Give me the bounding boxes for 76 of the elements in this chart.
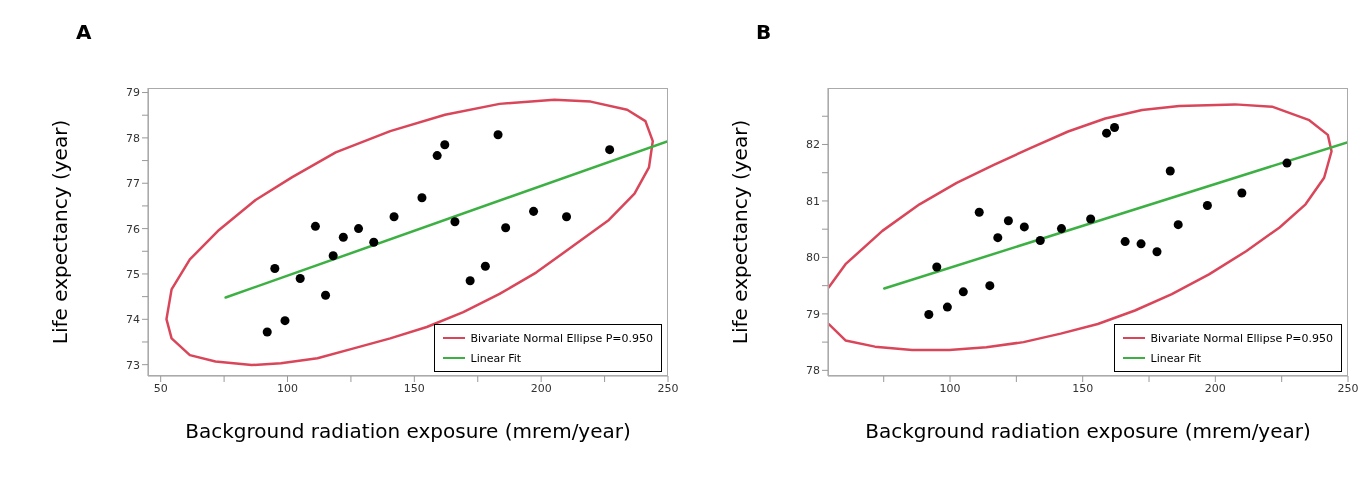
legend-label: Bivariate Normal Ellipse P=0.950 [1150, 331, 1333, 345]
y-tick-label: 78 [126, 131, 140, 145]
point [1282, 158, 1292, 168]
x-axis-title: Background radiation exposure (mrem/year) [185, 419, 631, 443]
point [280, 316, 290, 326]
point [993, 233, 1003, 243]
point [465, 276, 475, 286]
point [958, 287, 968, 297]
point [295, 273, 305, 283]
point [440, 140, 450, 150]
point [1173, 220, 1183, 230]
point [501, 223, 511, 233]
point [1102, 128, 1112, 138]
point [432, 151, 442, 161]
y-tick-label: 76 [126, 222, 140, 236]
point [480, 261, 490, 271]
chart-title: A [76, 20, 92, 44]
legend-label: Linear Fit [1150, 351, 1202, 365]
point [328, 251, 338, 261]
y-tick-label: 77 [126, 177, 140, 191]
y-tick-label: 78 [806, 364, 820, 378]
point [605, 145, 615, 155]
y-tick-label: 82 [806, 138, 820, 152]
point [354, 224, 364, 234]
y-tick-label: 73 [126, 358, 140, 372]
point [1237, 188, 1247, 198]
point [270, 264, 280, 274]
y-tick-label: 75 [126, 267, 140, 281]
y-axis-title: Life expectancy (year) [728, 119, 753, 345]
point [1035, 235, 1045, 245]
x-tick-label: 250 [657, 381, 679, 395]
point [1120, 237, 1130, 247]
y-tick-label: 80 [806, 251, 820, 265]
x-axis-title: Background radiation exposure (mrem/year) [865, 419, 1311, 443]
y-tick-label: 81 [806, 194, 820, 208]
point [1152, 247, 1162, 257]
point [389, 212, 399, 222]
y-axis-title: Life expectancy (year) [48, 119, 73, 345]
point [1110, 123, 1120, 133]
y-tick-label: 79 [806, 307, 820, 321]
y-tick-label: 74 [126, 313, 140, 327]
point [1086, 214, 1096, 224]
x-tick-label: 150 [1072, 381, 1094, 395]
point [985, 281, 995, 291]
point [493, 130, 503, 140]
point [1019, 222, 1029, 232]
point [562, 212, 572, 222]
point [369, 237, 379, 247]
point [1056, 224, 1066, 234]
x-tick-label: 150 [403, 381, 425, 395]
point [338, 232, 348, 242]
x-tick-label: 250 [1337, 381, 1359, 395]
point [417, 193, 427, 203]
point [321, 290, 331, 300]
point [262, 327, 272, 337]
point [529, 206, 539, 216]
x-tick-label: 200 [530, 381, 552, 395]
point [924, 309, 934, 319]
x-tick-label: 100 [277, 381, 299, 395]
point [1202, 200, 1212, 210]
point [1136, 239, 1146, 249]
point [942, 302, 952, 312]
point [450, 217, 460, 227]
point [310, 221, 320, 231]
point [932, 262, 942, 272]
x-tick-label: 200 [1204, 381, 1226, 395]
x-tick-label: 50 [153, 381, 168, 395]
point [1003, 216, 1013, 226]
legend-label: Linear Fit [470, 351, 522, 365]
point [1165, 166, 1175, 176]
chart-title: B [756, 20, 772, 44]
x-tick-label: 100 [939, 381, 961, 395]
point [974, 207, 984, 217]
y-tick-label: 79 [126, 86, 140, 100]
legend-label: Bivariate Normal Ellipse P=0.950 [470, 331, 653, 345]
line-series [828, 103, 1333, 352]
